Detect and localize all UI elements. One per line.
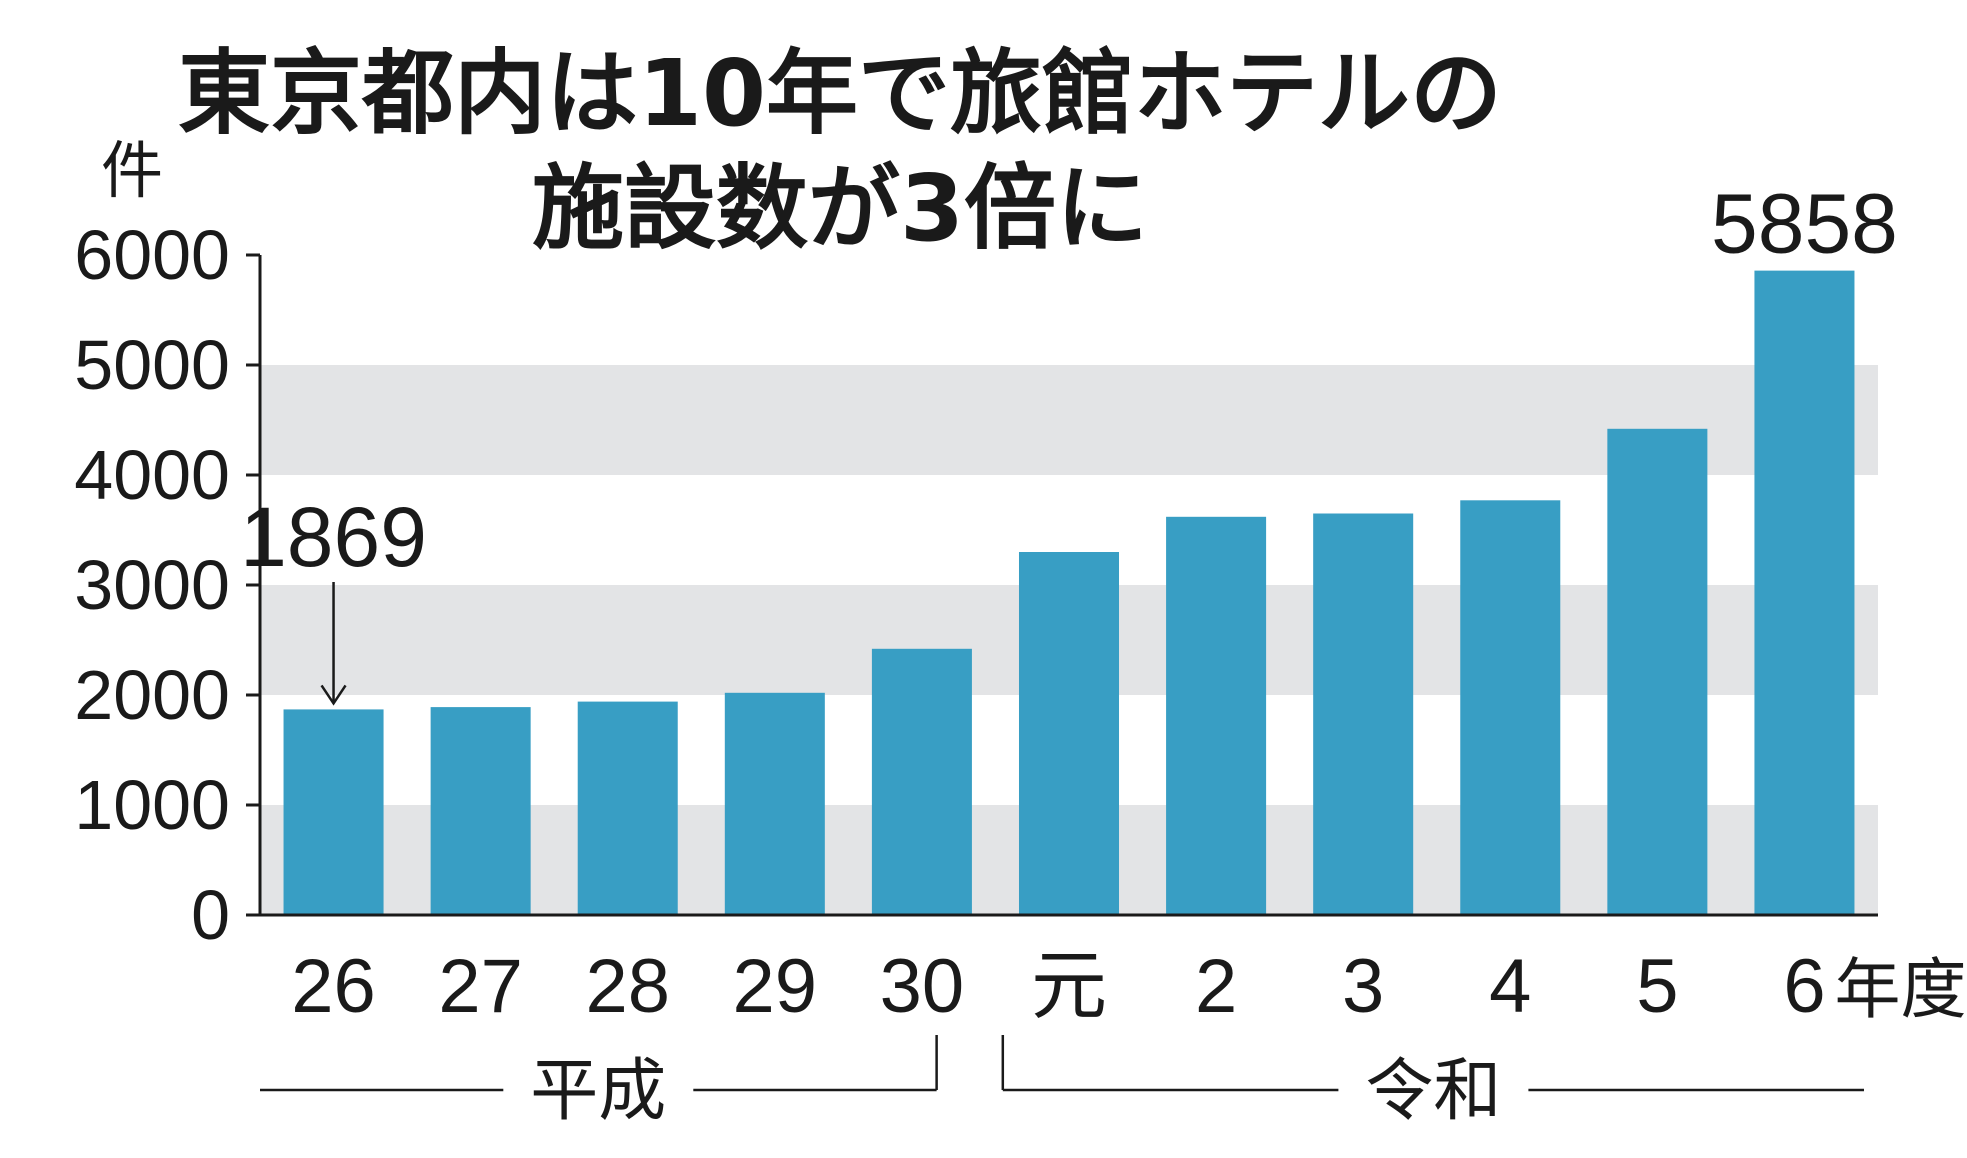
chart-title-line-1: 東京都内は10年で旅館ホテルの — [178, 40, 1502, 147]
x-tick-label: 26 — [291, 944, 376, 1029]
chart-title-line-2: 施設数が3倍に — [532, 155, 1148, 262]
x-tick-labels: 26 27 28 29 30 元 2 3 4 5 6 年度 — [291, 944, 1966, 1029]
y-axis-unit-label: 件 — [101, 134, 163, 207]
y-tick-label: 3000 — [74, 546, 230, 624]
bars — [283, 270, 1855, 915]
era-label: 令和 — [1365, 1052, 1501, 1131]
x-tick-label: 2 — [1195, 944, 1237, 1029]
bar — [430, 707, 531, 915]
bar — [1018, 552, 1120, 915]
x-tick-label: 3 — [1342, 944, 1384, 1029]
bar — [1313, 513, 1414, 915]
y-tick-label: 0 — [191, 876, 230, 954]
x-tick-label: 29 — [733, 944, 818, 1029]
x-tick-label: 30 — [880, 944, 965, 1029]
x-tick-label: 元 — [1031, 944, 1107, 1029]
data-label: 1869 — [240, 490, 427, 584]
bar — [577, 701, 678, 915]
y-tick-label: 1000 — [74, 766, 230, 844]
x-axis-unit-label: 年度 — [1834, 951, 1966, 1028]
y-tick-label: 6000 — [74, 216, 230, 294]
x-tick-label: 28 — [585, 944, 670, 1029]
era-label: 平成 — [530, 1052, 666, 1131]
y-tick-label: 5000 — [74, 326, 230, 404]
bar — [1607, 428, 1708, 915]
bar — [283, 709, 384, 915]
y-tick-labels: 0 1000 2000 3000 4000 5000 6000 — [74, 216, 260, 954]
era-labels: 平成 令和 — [260, 1035, 1864, 1131]
data-label: 5858 — [1711, 177, 1898, 271]
bar — [1754, 270, 1855, 915]
bar — [1166, 516, 1267, 915]
x-tick-label: 5 — [1636, 944, 1678, 1029]
x-tick-label: 6 — [1783, 944, 1825, 1029]
x-tick-label: 4 — [1489, 944, 1531, 1029]
bar — [724, 692, 825, 915]
annotations: 1869 5858 — [240, 177, 1898, 706]
bar — [1460, 500, 1561, 915]
y-tick-label: 4000 — [74, 436, 230, 514]
bar — [871, 648, 972, 915]
arrow-head — [320, 684, 347, 706]
x-tick-label: 27 — [438, 944, 523, 1029]
y-tick-label: 2000 — [74, 656, 230, 734]
